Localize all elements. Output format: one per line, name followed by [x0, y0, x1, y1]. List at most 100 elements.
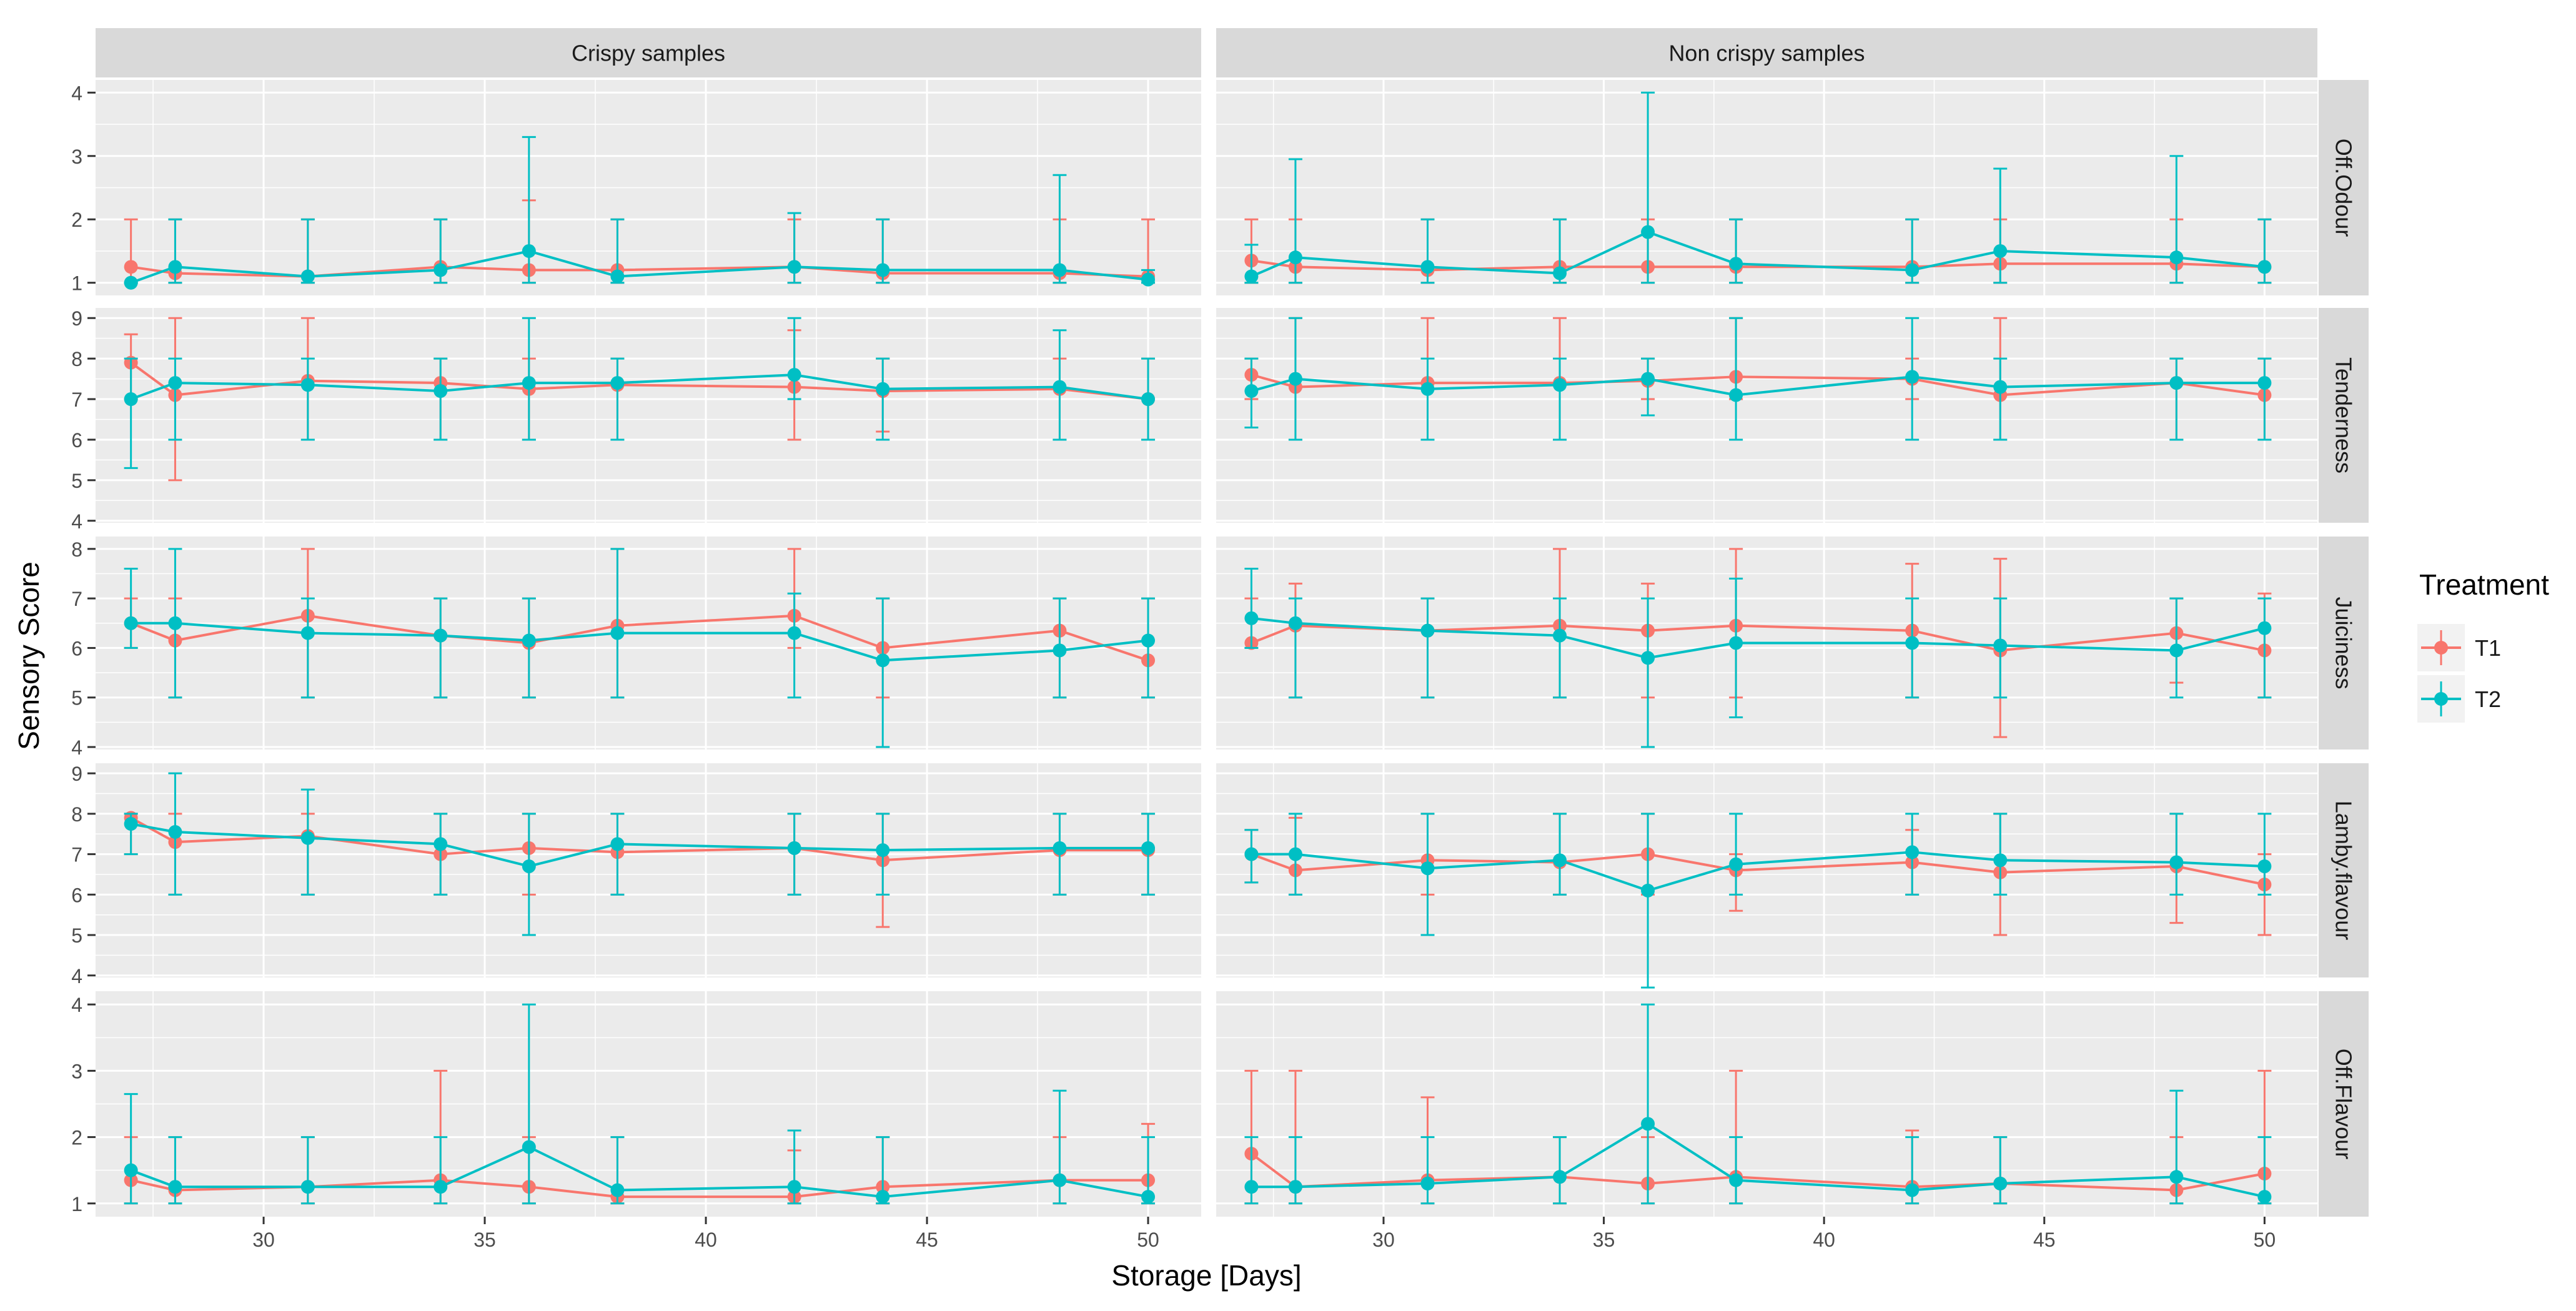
data-point-t2 [522, 859, 536, 874]
row-strip-label: Off.Odour [2331, 139, 2357, 237]
y-tick-label: 4 [71, 736, 82, 759]
data-point-t2 [1641, 372, 1655, 386]
data-point-t2 [433, 837, 448, 851]
data-point-t2 [124, 817, 138, 831]
data-point-t2 [1288, 372, 1302, 386]
data-point-t2 [1053, 643, 1067, 658]
data-point-t2 [1288, 250, 1302, 265]
x-tick-label: 40 [695, 1229, 717, 1251]
data-point-t2 [1905, 370, 1920, 384]
data-point-t2 [300, 626, 315, 640]
y-tick-label: 1 [71, 272, 82, 295]
y-axis-title: Sensory Score [12, 562, 45, 750]
y-tick-label: 5 [71, 924, 82, 947]
data-point-t2 [1729, 636, 1743, 650]
data-point-t2 [2257, 1190, 2272, 1204]
data-point-t2 [1420, 260, 1435, 274]
y-tick-label: 3 [71, 146, 82, 168]
data-point-t2 [1244, 847, 1259, 861]
row-strip-label: Tenderness [2331, 357, 2357, 473]
series-line-t2 [131, 823, 1148, 868]
x-axis-title: Storage [Days] [1111, 1259, 1301, 1292]
x-tick-label: 30 [252, 1229, 275, 1251]
data-point-t2 [1553, 266, 1567, 280]
data-point-t2 [876, 653, 890, 668]
series-line-t2 [130, 1145, 1149, 1199]
row-strip-label: Off.Flavour [2331, 1049, 2357, 1159]
data-point-t2 [168, 1180, 182, 1194]
series-line-t2 [1251, 851, 2265, 893]
series-t2 [124, 548, 1156, 748]
data-point-t2 [1641, 225, 1655, 239]
y-tick-label: 6 [71, 637, 82, 660]
data-point-t2 [1053, 841, 1067, 855]
data-point-t2 [2257, 859, 2272, 874]
x-tick-label: 45 [916, 1229, 938, 1251]
y-tick-label: 7 [71, 844, 82, 866]
data-point-t2 [1420, 1176, 1435, 1190]
column-strip-label: Non crispy samples [1668, 41, 1865, 66]
data-point-t2 [1244, 384, 1259, 398]
data-point-t2 [787, 260, 801, 274]
series-line-t1 [1251, 1152, 2265, 1192]
x-tick-label: 35 [1593, 1229, 1615, 1251]
y-tick-label: 7 [71, 388, 82, 411]
panel-background [1216, 763, 2317, 977]
data-point-t2 [1053, 380, 1067, 394]
series-t2 [1244, 568, 2272, 748]
data-point-t2 [433, 263, 448, 277]
y-tick-label: 3 [71, 1060, 82, 1082]
x-tick-label: 40 [1813, 1229, 1835, 1251]
data-point-t2 [2169, 250, 2184, 265]
series-t2 [1244, 317, 2272, 441]
data-point-t2 [300, 378, 315, 392]
data-point-t2 [1993, 638, 2008, 653]
series-t2 [1244, 1003, 2272, 1205]
data-point-t2 [610, 269, 625, 284]
data-point-t2 [1729, 1173, 1743, 1187]
series-line-t1 [1251, 259, 2265, 272]
data-point-t2 [1729, 388, 1743, 402]
data-point-t2 [1420, 623, 1435, 638]
series-line-t2 [130, 249, 1149, 284]
data-point-t2 [1905, 845, 1920, 859]
data-point-t2 [1244, 611, 1259, 625]
legend-title: Treatment [2419, 568, 2549, 601]
data-point-t2 [1141, 392, 1156, 407]
data-point-t2 [1905, 636, 1920, 650]
row-strip-5 [2319, 991, 2369, 1217]
data-point-t2 [433, 628, 448, 643]
data-point-t2 [876, 382, 890, 396]
y-tick-label: 4 [71, 994, 82, 1016]
data-point-t2 [1141, 272, 1156, 287]
data-point-t2 [1141, 1190, 1156, 1204]
y-tick-label: 2 [71, 1127, 82, 1149]
data-point-t2 [2169, 376, 2184, 390]
data-point-t2 [876, 1190, 890, 1204]
data-point-t2 [1993, 853, 2008, 868]
data-point-t2 [787, 368, 801, 382]
data-point-t2 [300, 1180, 315, 1194]
row-strip-3 [2319, 537, 2369, 749]
series-line-t1 [130, 361, 1149, 400]
row-strip-1 [2319, 80, 2369, 295]
column-strip-1 [96, 28, 1201, 77]
series-line-t2 [1251, 230, 2265, 278]
legend-key-point [2434, 692, 2448, 706]
y-tick-label: 6 [71, 884, 82, 906]
data-point-t2 [124, 275, 138, 290]
series-t2 [124, 136, 1156, 290]
column-strip-2 [1216, 28, 2317, 77]
series-line-t2 [130, 374, 1149, 400]
data-point-t2 [300, 831, 315, 845]
data-point-t2 [1053, 263, 1067, 277]
data-point-t2 [1641, 1117, 1655, 1131]
data-point-t2 [522, 633, 536, 648]
series-line-t1 [1251, 853, 2265, 886]
data-point-t2 [522, 376, 536, 390]
x-tick-label: 45 [2033, 1229, 2056, 1251]
data-point-t2 [124, 392, 138, 407]
y-tick-label: 6 [71, 429, 82, 452]
y-tick-label: 8 [71, 348, 82, 370]
